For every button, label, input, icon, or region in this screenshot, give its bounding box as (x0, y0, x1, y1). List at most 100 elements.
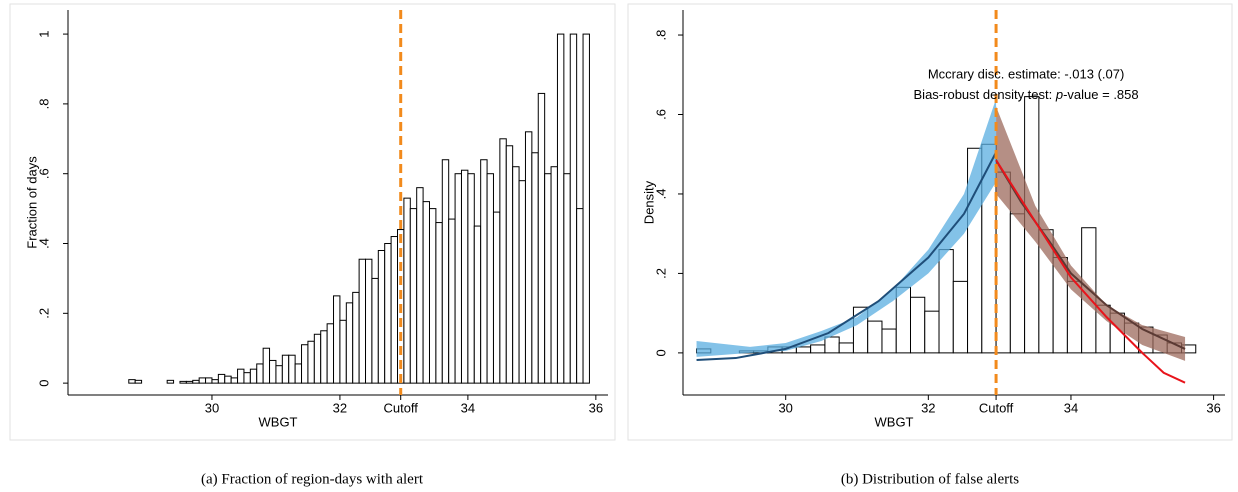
bar (326, 323, 335, 384)
bar (576, 208, 584, 384)
annotation: Mccrary disc. estimate: -.013 (.07) (928, 66, 1125, 81)
bar (467, 173, 475, 384)
bar (409, 208, 418, 384)
bar (582, 33, 590, 384)
bar (480, 159, 488, 384)
bar (881, 328, 897, 354)
bar (416, 187, 424, 384)
bar (179, 380, 187, 384)
bar (198, 377, 207, 384)
y-tick-label: .4 (36, 238, 51, 249)
fit-line (696, 151, 997, 362)
fit-line (995, 159, 1186, 384)
bar (390, 236, 399, 384)
y-tick-label: 0 (36, 380, 51, 387)
bar (377, 249, 386, 384)
x-tick-label: 30 (778, 400, 792, 415)
bar (320, 330, 328, 384)
y-tick-label: .8 (36, 98, 51, 109)
annotation-part: p (1055, 87, 1063, 102)
bar (505, 145, 514, 384)
y-tick-label: .4 (653, 189, 668, 200)
bar (473, 225, 482, 384)
y-tick-label: 0 (653, 349, 668, 356)
bar (537, 92, 546, 384)
bar (512, 166, 520, 384)
x-tick-label: 34 (1064, 400, 1078, 415)
bar (422, 201, 430, 384)
x-tick-label: 32 (921, 400, 935, 415)
bar (556, 33, 565, 384)
bar (441, 159, 450, 384)
bar (1009, 213, 1026, 354)
x-tick-label: 34 (461, 400, 475, 415)
bar (269, 359, 277, 384)
bar (224, 375, 232, 384)
confidence-band (996, 106, 1186, 361)
annotation-part: -value = .858 (1063, 87, 1139, 102)
x-tick-label: 36 (1206, 400, 1220, 415)
y-axis-label: Fraction of days (24, 156, 39, 249)
y-tick-label: 1 (36, 30, 51, 37)
x-axis-label: WBGT (875, 414, 914, 429)
bar (205, 377, 213, 384)
bar (313, 333, 322, 384)
bar (339, 319, 347, 384)
caption: (b) Distribution of false alerts (841, 471, 1019, 487)
bar (192, 379, 200, 384)
bar (895, 286, 911, 354)
annotation-part: Bias-robust density test: (914, 87, 1056, 102)
x-tick-label: Cutoff (383, 400, 418, 415)
bar (237, 368, 245, 384)
bar (358, 258, 367, 384)
y-tick-label: .8 (653, 30, 668, 41)
y-tick-label: .2 (653, 268, 668, 279)
bar (134, 379, 143, 384)
bar (403, 197, 411, 384)
x-tick-label: Cutoff (979, 400, 1014, 415)
bar (384, 243, 392, 384)
bar (256, 363, 264, 384)
caption: (a) Fraction of region-days with alert (201, 471, 424, 487)
bar (435, 222, 443, 384)
bar (518, 180, 526, 384)
bar (924, 310, 940, 354)
x-tick-label: 30 (205, 400, 219, 415)
bar (838, 342, 854, 354)
bar (492, 211, 501, 384)
bar (550, 166, 558, 384)
bar (230, 377, 239, 384)
fit-line (995, 159, 1186, 350)
y-tick-label: .6 (653, 109, 668, 120)
y-tick-label: .2 (36, 308, 51, 319)
bar (352, 291, 360, 384)
annotation: Bias-robust density test: p-value = .858 (914, 87, 1139, 102)
bar (185, 380, 194, 384)
bar (938, 249, 954, 354)
panel-frame (9, 3, 616, 441)
bar (281, 354, 290, 384)
bar (345, 302, 354, 384)
y-tick-label: .6 (36, 168, 51, 179)
bar (563, 173, 571, 384)
bar (262, 347, 271, 384)
bar (952, 280, 969, 354)
bar (301, 344, 309, 384)
bar (524, 131, 533, 384)
bar (294, 363, 303, 384)
bar (128, 379, 136, 384)
bar (211, 379, 219, 384)
bar (499, 138, 507, 384)
bar (454, 173, 462, 384)
bar (166, 379, 175, 384)
bar (333, 295, 341, 384)
bar (544, 173, 552, 384)
bar (371, 277, 379, 384)
bar (795, 346, 812, 354)
bar (810, 344, 826, 354)
bar (909, 296, 926, 354)
bar (531, 152, 539, 384)
bar (448, 218, 456, 384)
